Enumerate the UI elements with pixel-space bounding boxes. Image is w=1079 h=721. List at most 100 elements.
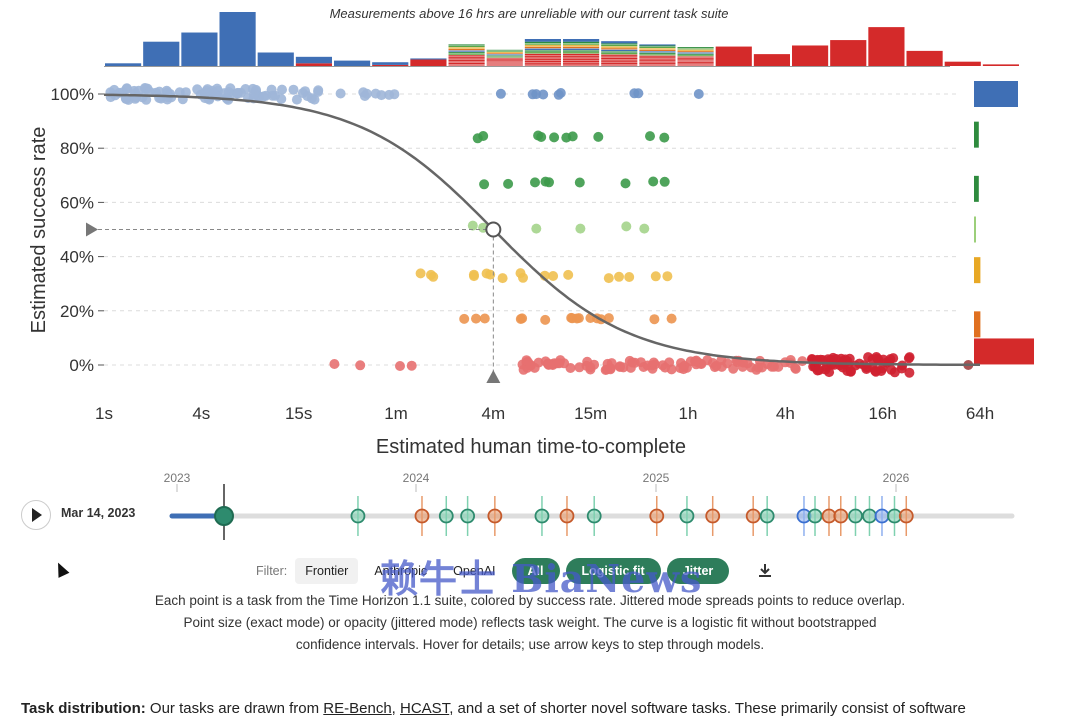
task-point[interactable] xyxy=(896,363,907,374)
task-point[interactable] xyxy=(753,362,764,373)
filter-frontier-button[interactable]: Frontier xyxy=(295,558,359,584)
task-point[interactable] xyxy=(633,88,644,99)
task-point[interactable] xyxy=(638,362,649,372)
task-point[interactable] xyxy=(606,358,617,369)
model-marker[interactable] xyxy=(649,508,665,524)
task-point[interactable] xyxy=(746,362,757,373)
task-point[interactable] xyxy=(515,268,526,279)
task-point[interactable] xyxy=(645,131,655,142)
task-point[interactable] xyxy=(192,84,203,95)
task-point[interactable] xyxy=(886,364,897,375)
task-point[interactable] xyxy=(395,361,405,371)
task-point[interactable] xyxy=(515,314,526,324)
download-icon[interactable] xyxy=(755,561,775,581)
task-point[interactable] xyxy=(497,273,508,284)
task-point[interactable] xyxy=(467,220,478,231)
task-point[interactable] xyxy=(785,355,796,365)
task-point[interactable] xyxy=(649,314,660,325)
task-point[interactable] xyxy=(904,367,915,378)
task-point[interactable] xyxy=(593,131,604,142)
task-point[interactable] xyxy=(582,356,593,367)
task-point[interactable] xyxy=(554,358,565,369)
model-marker[interactable] xyxy=(759,508,775,524)
task-point[interactable] xyxy=(384,89,395,100)
task-point[interactable] xyxy=(676,358,686,368)
task-point[interactable] xyxy=(548,271,559,281)
task-point[interactable] xyxy=(406,360,417,371)
task-point[interactable] xyxy=(603,313,614,324)
task-point[interactable] xyxy=(659,132,670,143)
task-point[interactable] xyxy=(639,223,650,234)
model-marker[interactable] xyxy=(414,508,430,524)
play-button[interactable] xyxy=(21,500,51,530)
task-point[interactable] xyxy=(844,353,855,364)
task-point[interactable] xyxy=(845,366,856,377)
task-point[interactable] xyxy=(553,89,564,100)
task-point[interactable] xyxy=(204,94,215,105)
task-point[interactable] xyxy=(426,269,436,280)
task-point[interactable] xyxy=(276,94,287,104)
task-point[interactable] xyxy=(563,269,574,280)
task-point[interactable] xyxy=(666,313,677,324)
task-point[interactable] xyxy=(240,84,251,94)
task-point[interactable] xyxy=(650,271,661,282)
task-point[interactable] xyxy=(659,176,670,187)
task-point[interactable] xyxy=(650,359,660,370)
task-point[interactable] xyxy=(711,360,722,371)
task-point[interactable] xyxy=(472,133,483,144)
task-point[interactable] xyxy=(574,177,585,188)
task-point[interactable] xyxy=(212,91,223,102)
model-marker[interactable] xyxy=(438,508,454,524)
model-marker[interactable] xyxy=(586,508,602,524)
task-point[interactable] xyxy=(329,359,340,369)
task-point[interactable] xyxy=(335,88,346,99)
task-point[interactable] xyxy=(459,313,470,324)
task-point[interactable] xyxy=(662,271,673,282)
hcast-link[interactable]: HCAST xyxy=(400,700,450,717)
task-point[interactable] xyxy=(627,357,638,368)
task-point[interactable] xyxy=(533,130,544,141)
task-point[interactable] xyxy=(561,132,572,143)
task-point[interactable] xyxy=(543,359,554,370)
model-marker[interactable] xyxy=(705,508,721,524)
task-point[interactable] xyxy=(531,223,542,234)
task-point[interactable] xyxy=(355,360,366,371)
task-point[interactable] xyxy=(291,94,302,105)
filter-anthropic-button[interactable]: Anthropic xyxy=(374,564,428,578)
task-point[interactable] xyxy=(471,313,481,324)
jitter-toggle[interactable]: Jitter xyxy=(666,558,730,584)
task-point[interactable] xyxy=(479,179,490,190)
task-point[interactable] xyxy=(538,89,549,100)
model-marker[interactable] xyxy=(559,508,575,524)
task-point[interactable] xyxy=(603,273,614,284)
model-timeline[interactable]: 2023 2024 2025 2026 xyxy=(164,471,1015,540)
task-point[interactable] xyxy=(575,223,586,234)
re-bench-link[interactable]: RE-Bench xyxy=(323,700,392,717)
task-point[interactable] xyxy=(479,313,490,324)
logistic-fit-toggle[interactable]: Logistic fit xyxy=(565,558,661,584)
task-point[interactable] xyxy=(288,84,299,95)
task-point[interactable] xyxy=(232,88,243,99)
task-point[interactable] xyxy=(620,178,631,189)
task-point[interactable] xyxy=(766,361,777,372)
task-point[interactable] xyxy=(154,86,165,97)
task-point[interactable] xyxy=(863,352,874,363)
task-point[interactable] xyxy=(565,363,576,373)
task-point[interactable] xyxy=(871,352,882,362)
task-point[interactable] xyxy=(824,367,835,378)
task-point[interactable] xyxy=(903,353,914,364)
task-point[interactable] xyxy=(614,271,624,282)
task-point[interactable] xyxy=(648,176,659,187)
model-marker[interactable] xyxy=(862,508,877,524)
task-point[interactable] xyxy=(693,89,704,99)
filter-all-button[interactable]: All xyxy=(511,558,560,584)
model-marker[interactable] xyxy=(534,508,550,524)
model-marker[interactable] xyxy=(679,508,695,524)
task-point[interactable] xyxy=(624,272,635,282)
task-points[interactable] xyxy=(105,83,974,378)
task-point[interactable] xyxy=(888,353,899,364)
task-point[interactable] xyxy=(573,313,584,324)
task-point[interactable] xyxy=(376,90,387,101)
task-point[interactable] xyxy=(540,314,551,325)
model-marker[interactable] xyxy=(745,508,761,524)
